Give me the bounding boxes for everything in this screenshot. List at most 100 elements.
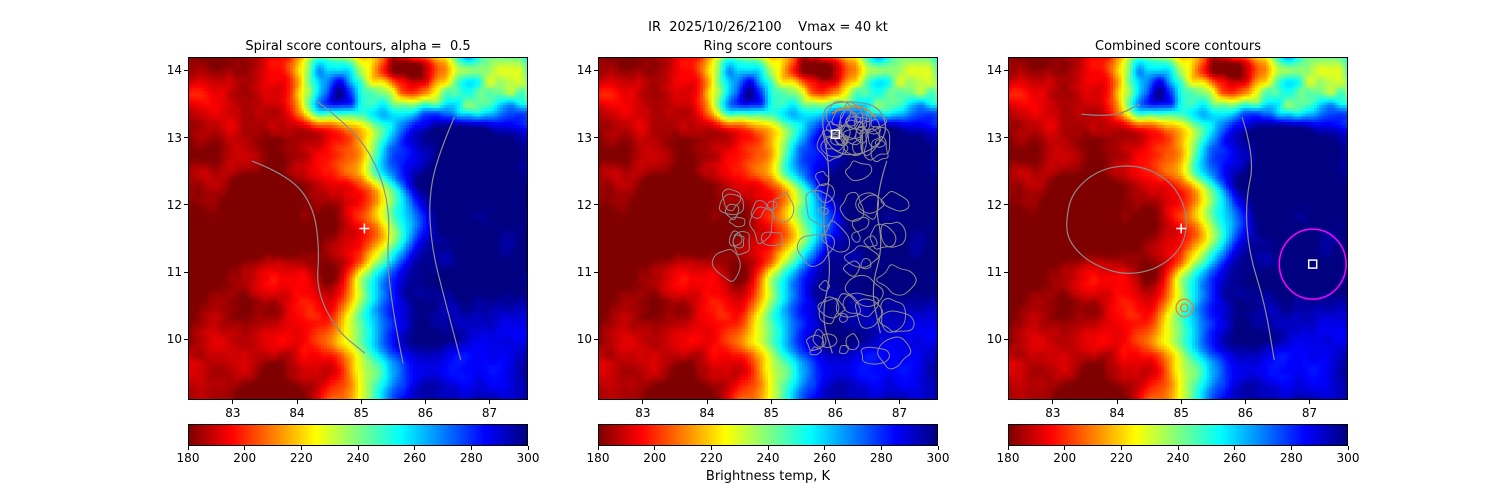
score-contour-line — [1241, 116, 1275, 361]
x-tick — [642, 400, 644, 404]
y-tick-label: 14 — [166, 63, 182, 78]
y-tick-label: 14 — [576, 63, 592, 78]
score-contour-blob — [825, 100, 851, 135]
x-tick — [1116, 400, 1118, 404]
colorbar-tick — [300, 446, 302, 450]
colorbar-tick-label: 300 — [1336, 451, 1360, 465]
x-tick — [424, 400, 426, 404]
x-tick — [1052, 400, 1054, 404]
high-score-contour — [831, 105, 876, 119]
contour-overlay — [251, 100, 462, 364]
score-contour-blob — [863, 235, 878, 248]
x-tick-label: 86 — [417, 406, 433, 420]
y-tick-label: 10 — [986, 332, 1002, 347]
score-contour-blob — [839, 106, 864, 140]
x-tick-label: 87 — [1301, 406, 1318, 420]
ir-image — [188, 57, 528, 400]
score-contour-blob — [818, 280, 830, 292]
ir-map-combined: 83 84 85 86 87 10 11 12 13 14 — [987, 57, 1348, 420]
score-contour-blob — [818, 296, 840, 325]
axes-ticks: 83 84 85 86 87 10 11 12 13 14 — [577, 57, 938, 420]
y-tick — [1004, 137, 1008, 139]
x-tick-label: 86 — [827, 406, 843, 420]
score-contour-blob — [812, 328, 827, 348]
colorbar-tick — [244, 446, 246, 450]
score-contour-blob — [816, 129, 845, 162]
y-tick-label: 11 — [986, 265, 1002, 280]
x-tick — [1180, 400, 1182, 404]
score-contour-blob — [718, 193, 745, 216]
colorbar: 180 200 220 240 260 280 300 — [997, 424, 1359, 465]
score-contour-blob — [772, 192, 795, 223]
colorbar-tick — [654, 446, 656, 450]
score-contour-blob — [843, 245, 879, 268]
score-contour-blob — [855, 192, 880, 220]
y-tick — [184, 204, 188, 206]
contour-overlay — [711, 100, 917, 370]
x-tick — [360, 400, 362, 404]
score-contour-loop — [1066, 165, 1187, 274]
colorbar: 180 200 220 240 260 280 300 — [587, 424, 949, 465]
panel-spiral-score: Spiral score contours, alpha = 0.5 83 84 8… — [167, 0, 540, 500]
score-contour-blob — [815, 170, 830, 187]
colorbar-tick — [1064, 446, 1066, 450]
y-tick-label: 12 — [166, 197, 182, 212]
candidate-square-marker — [1307, 259, 1318, 269]
x-tick — [899, 400, 900, 404]
colorbar-tick-label: 220 — [1109, 451, 1133, 465]
x-tick-label: 86 — [1237, 406, 1253, 420]
x-tick-label: 85 — [1173, 406, 1189, 420]
center-plus-marker — [359, 223, 370, 234]
x-tick — [232, 400, 234, 404]
score-contour-blob — [880, 297, 907, 333]
score-contour-blob — [821, 220, 851, 253]
x-tick-label: 87 — [481, 406, 498, 420]
score-contour-blob — [842, 292, 880, 318]
colorbar-tick-label: 240 — [1166, 451, 1190, 465]
y-tick — [594, 204, 598, 206]
score-contour-blob — [845, 111, 862, 129]
colorbar-tick — [710, 446, 712, 450]
colorbar-tick — [527, 446, 529, 450]
x-tick — [706, 400, 708, 404]
contour-overlay — [1066, 103, 1347, 361]
selected-center-circle — [1278, 228, 1347, 300]
colorbar-tick — [414, 446, 416, 450]
colorbar-tick — [824, 446, 826, 450]
colorbar-tick — [1290, 446, 1292, 450]
score-contour-blob — [842, 260, 861, 277]
x-tick-label: 84 — [289, 406, 305, 420]
y-tick-label: 11 — [166, 265, 182, 280]
colorbar-tick-label: 200 — [233, 451, 257, 465]
colorbar-tick — [1007, 446, 1009, 450]
y-tick-label: 10 — [166, 332, 182, 347]
score-contour-blob — [766, 200, 778, 211]
colorbar-tick-label: 220 — [289, 451, 313, 465]
panel-title-combined: Combined score contours — [1095, 39, 1261, 54]
high-score-ring — [1175, 298, 1194, 318]
y-tick-label: 12 — [576, 197, 592, 212]
axes-ticks: 83 84 85 86 87 10 11 12 13 14 — [987, 57, 1348, 420]
score-contour-blob — [876, 264, 917, 296]
score-contour-blob — [852, 138, 864, 155]
score-contour-blob — [844, 160, 873, 182]
colorbar-tick-label: 280 — [869, 451, 893, 465]
y-tick-label: 13 — [986, 130, 1002, 145]
colorbar-tick-label: 200 — [1053, 451, 1077, 465]
score-contour-blob — [880, 191, 910, 212]
score-contour-blob — [860, 257, 872, 270]
colorbar-tick-label: 300 — [926, 451, 950, 465]
y-tick-label: 12 — [986, 197, 1002, 212]
colorbar-tick-label: 240 — [346, 451, 370, 465]
colorbar-tick-label: 180 — [996, 451, 1020, 465]
score-contour-blob — [860, 346, 891, 365]
colorbar-tick — [597, 446, 599, 450]
colorbar-gradient — [188, 424, 528, 446]
colorbar-tick-label: 280 — [1279, 451, 1303, 465]
colorbar-tick-label: 280 — [459, 451, 483, 465]
x-tick-label: 85 — [763, 406, 779, 420]
y-tick-label: 10 — [576, 332, 592, 347]
score-contour-blob — [880, 221, 907, 248]
colorbar-tick-label: 260 — [813, 451, 837, 465]
